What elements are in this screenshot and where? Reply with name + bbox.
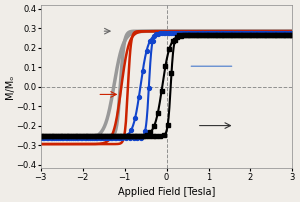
Y-axis label: M/Mₒ: M/Mₒ: [5, 75, 15, 99]
X-axis label: Applied Field [Tesla]: Applied Field [Tesla]: [118, 187, 215, 197]
